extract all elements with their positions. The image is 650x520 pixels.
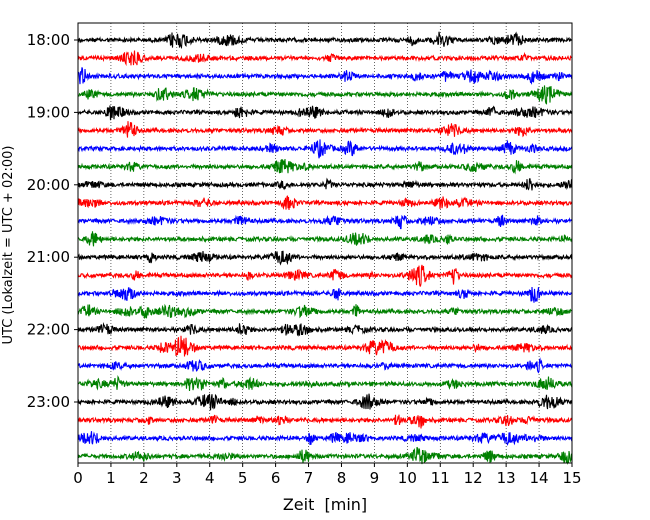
trace-2315 [77,414,573,429]
y-tick-label: 22:00 [27,321,70,339]
trace-1930 [77,139,573,159]
trace-1815 [77,50,573,67]
x-tick-label: 5 [238,469,248,487]
seismic-traces [77,31,573,465]
x-axis-label: Zeit [min] [283,495,367,514]
x-tick-label: 7 [304,469,314,487]
plot-frame [77,22,573,464]
trace-2130 [77,287,573,303]
y-axis-ticks: 18:00 19:00 20:00 21:00 22:00 23:00 [27,31,78,411]
x-tick-label: 14 [530,469,549,487]
y-tick-label: 18:00 [27,31,70,49]
trace-1945 [77,158,573,175]
x-tick-label: 4 [205,469,215,487]
trace-1915 [77,121,573,138]
trace-2245 [77,375,573,391]
trace-2200 [77,322,573,337]
trace-1900 [77,105,573,121]
x-axis-ticks: 0 1 2 3 4 5 6 7 8 9 10 11 12 13 14 15 [73,463,582,487]
trace-2300 [77,393,573,411]
x-tick-label: 8 [337,469,347,487]
y-tick-label: 19:00 [27,103,70,121]
vertical-gridlines [110,23,540,463]
x-tick-label: 11 [431,469,450,487]
trace-2100 [77,250,573,266]
trace-2030 [77,214,573,230]
x-tick-label: 1 [106,469,116,487]
trace-2000 [77,177,573,191]
x-tick-label: 2 [139,469,149,487]
trace-2115 [77,264,573,287]
x-tick-label: 9 [370,469,380,487]
x-tick-label: 0 [73,469,83,487]
trace-2345 [77,446,573,465]
x-tick-label: 13 [497,469,516,487]
trace-2045 [77,231,573,247]
trace-1800 [77,31,573,50]
trace-2145 [77,303,573,319]
x-tick-label: 6 [271,469,281,487]
trace-2330 [77,431,573,446]
trace-1845 [77,85,573,105]
y-axis-label: UTC (Lokalzeit = UTC + 02:00) [1,146,16,345]
x-tick-label: 3 [172,469,182,487]
x-tick-label: 12 [464,469,483,487]
y-tick-label: 20:00 [27,176,70,194]
y-tick-label: 23:00 [27,393,70,411]
trace-2015 [77,195,573,211]
trace-2215 [77,335,573,357]
trace-1830 [77,67,573,85]
trace-2230 [77,357,573,374]
x-tick-label: 15 [562,469,581,487]
y-tick-label: 21:00 [27,248,70,266]
x-tick-label: 10 [398,469,417,487]
